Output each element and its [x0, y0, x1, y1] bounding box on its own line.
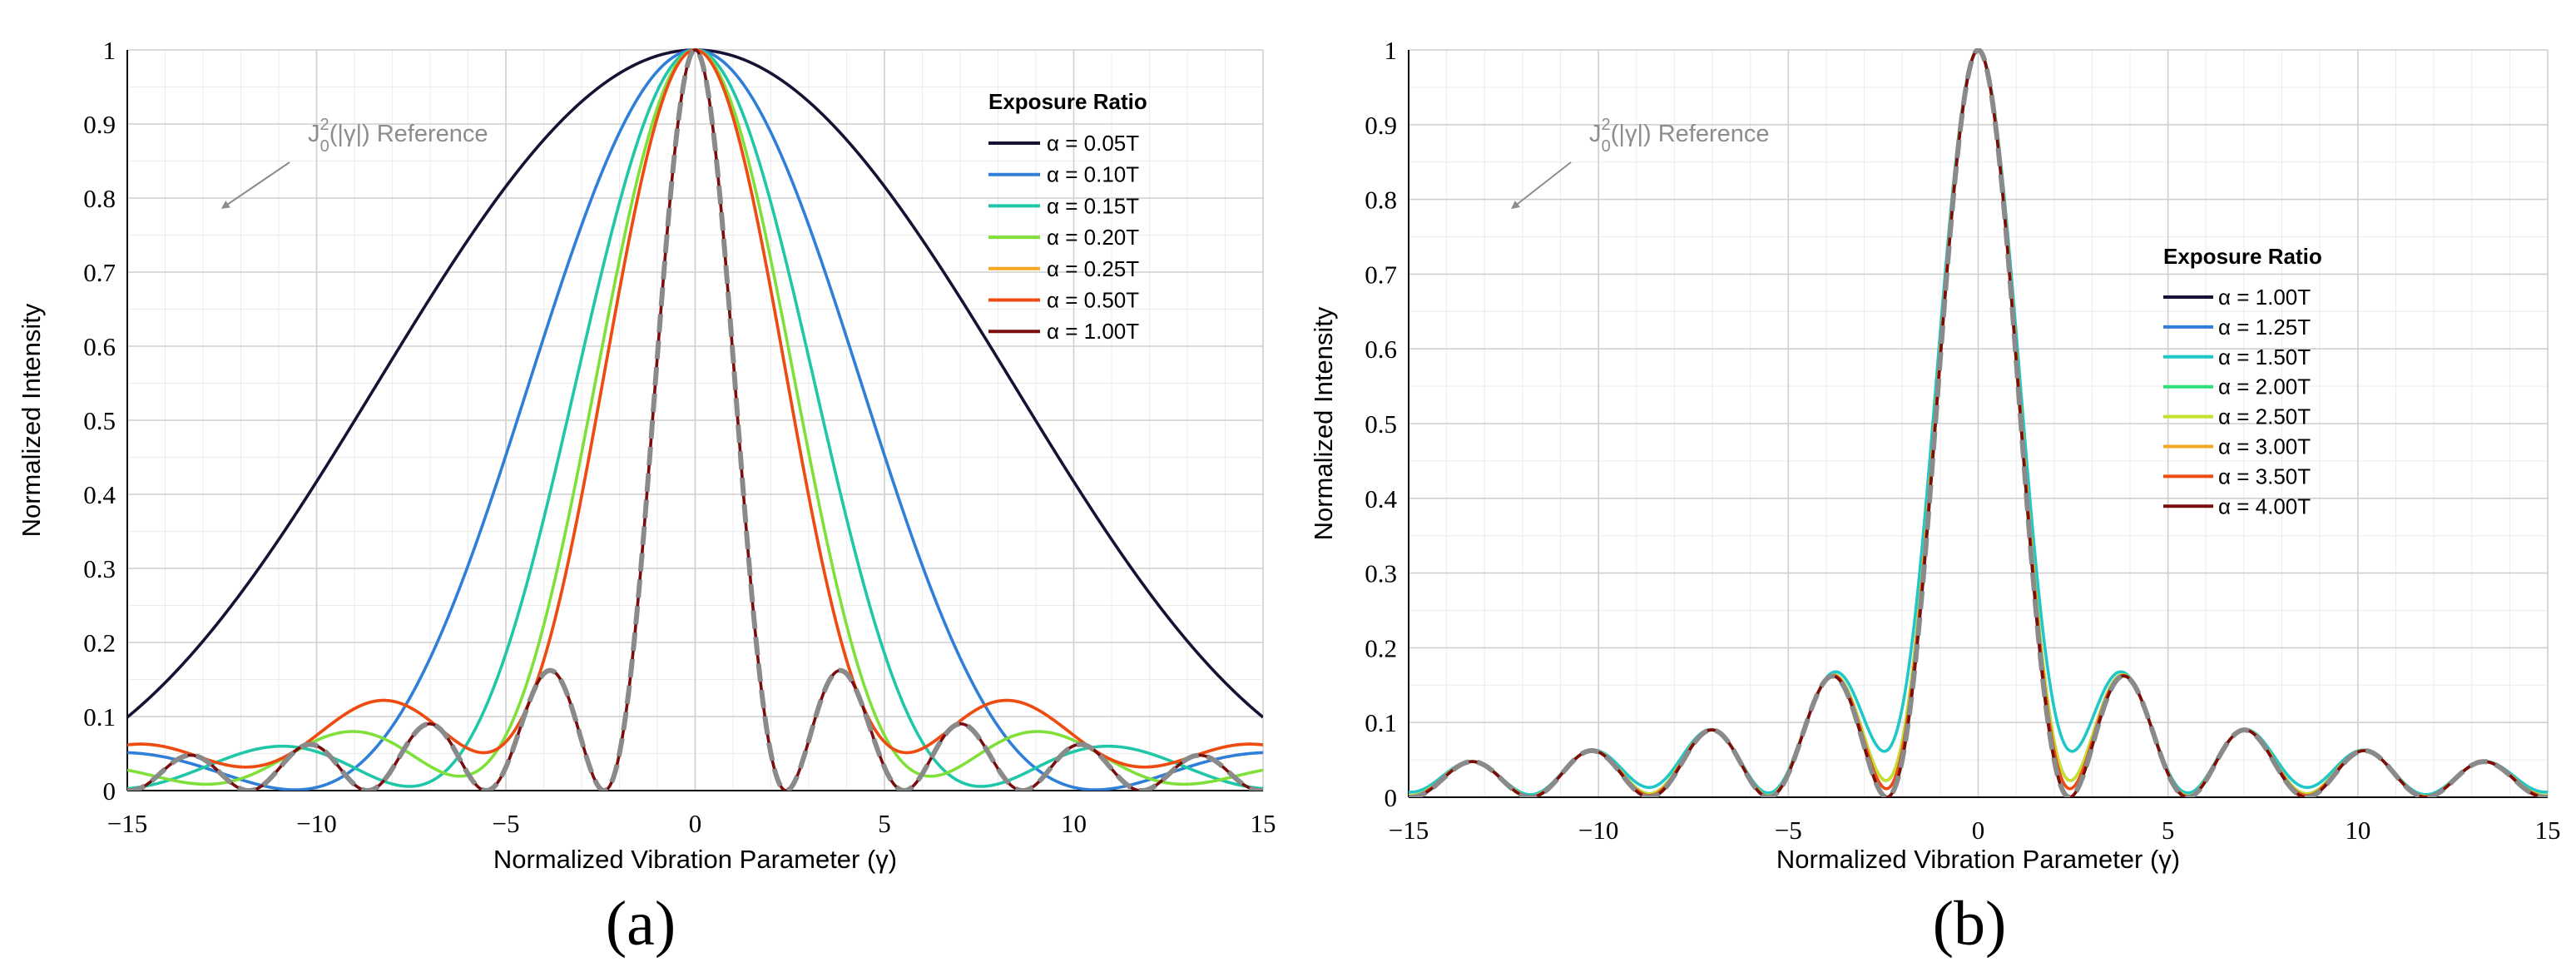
chart-panel-b: −15 −10 −5 0 5 10 1500.10.20.30.40.50.60.70.80… — [1309, 36, 2561, 959]
y-tick-label: 0.3 — [83, 554, 116, 583]
x-tick-label: 5 — [878, 809, 891, 838]
y-tick-label: 0.3 — [1365, 559, 1397, 588]
y-tick-label: 1 — [103, 36, 116, 65]
y-tick-label: 0.6 — [83, 332, 116, 361]
y-tick-label: 0.6 — [1365, 335, 1397, 364]
annotation-arrow — [220, 161, 290, 209]
x-tick-label: −5 — [1775, 816, 1802, 845]
legend-label: α = 0.15T — [1047, 193, 1139, 218]
legend-title: Exposure Ratio — [988, 89, 1147, 114]
y-tick-label: 0.7 — [1365, 260, 1397, 289]
y-tick-label: 0.4 — [83, 480, 116, 509]
y-tick-label: 0.9 — [1365, 111, 1397, 140]
x-axis-title: Normalized Vibration Parameter (γ) — [1776, 845, 2180, 874]
legend-label: α = 0.25T — [1047, 256, 1139, 281]
y-tick-label: 0.2 — [83, 628, 116, 657]
legend-label: α = 1.00T — [1047, 319, 1139, 344]
x-tick-label: −15 — [107, 809, 147, 838]
series-lines — [127, 48, 1263, 791]
x-tick-label: 0 — [689, 809, 702, 838]
y-tick-label: 0.5 — [1365, 409, 1397, 439]
panel-label: (b) — [1933, 889, 2007, 959]
series-lines — [1409, 48, 2548, 797]
legend-label: α = 0.50T — [1047, 288, 1139, 313]
legend-label: α = 1.50T — [2218, 345, 2311, 369]
legend-label: α = 2.00T — [2218, 374, 2311, 399]
x-tick-label: −10 — [1578, 816, 1618, 845]
legend: Exposure Ratio α = 0.05T α = 0.10T α = 0.15… — [988, 89, 1147, 344]
grid — [1408, 49, 2549, 798]
x-tick-label: 10 — [1061, 809, 1087, 838]
x-tick-label: 0 — [1972, 816, 1985, 845]
x-tick-label: −5 — [493, 809, 520, 838]
chart-panel-a: −15 −10 −5 0 5 10 1500.10.20.30.40.50.60.70.80… — [17, 36, 1276, 959]
annotation-arrow — [1511, 161, 1572, 210]
y-tick-label: 0.5 — [83, 406, 116, 435]
legend: Exposure Ratio α = 1.00T α = 1.25T α = 1.50… — [2163, 244, 2322, 518]
reference-line-j0-squared — [127, 48, 1263, 791]
legend-label: α = 1.25T — [2218, 315, 2311, 340]
y-tick-label: 0.8 — [83, 184, 116, 213]
reference-line-j0-squared — [1409, 48, 2548, 797]
x-axis-title: Normalized Vibration Parameter (γ) — [493, 845, 897, 874]
legend-label: α = 0.20T — [1047, 225, 1139, 250]
reference-annotation: J2 0(|γ|) Reference — [308, 116, 488, 156]
y-tick-label: 0.9 — [83, 110, 116, 139]
grid — [126, 49, 1264, 791]
legend-label: α = 3.00T — [2218, 434, 2311, 459]
panel-label: (a) — [606, 889, 676, 959]
annotation-symbol: J — [308, 121, 320, 147]
legend-label: α = 0.10T — [1047, 162, 1139, 187]
reference-annotation: J2 0(|γ|) Reference — [1589, 116, 1770, 156]
y-tick-label: 0.1 — [83, 702, 116, 732]
y-tick-label: 0.1 — [1365, 708, 1397, 737]
y-tick-label: 1 — [1385, 36, 1398, 65]
y-tick-label: 0.2 — [1365, 633, 1397, 662]
y-axis-title: Normalized Intensity — [1309, 306, 1338, 540]
x-tick-label: 10 — [2345, 816, 2370, 845]
x-tick-label: 15 — [2535, 816, 2561, 845]
annotation-superscript: 2 — [1602, 116, 1611, 134]
y-tick-label: 0 — [103, 776, 116, 806]
annotation-subscript: 0 — [1602, 137, 1611, 156]
annotation-text: (|γ|) Reference — [329, 121, 488, 147]
legend-label: α = 1.00T — [2218, 285, 2311, 310]
legend-title: Exposure Ratio — [2163, 244, 2322, 269]
legend-label: α = 3.50T — [2218, 464, 2311, 488]
y-tick-label: 0.4 — [1365, 484, 1397, 513]
annotation-superscript: 2 — [320, 116, 329, 134]
x-tick-label: −15 — [1389, 816, 1429, 845]
annotation-symbol: J — [1589, 121, 1602, 147]
legend-label: α = 0.05T — [1047, 131, 1139, 156]
y-axis-title: Normalized Intensity — [17, 303, 46, 537]
x-tick-label: −10 — [296, 809, 336, 838]
y-tick-label: 0.8 — [1365, 186, 1397, 215]
y-tick-label: 0.7 — [83, 258, 116, 287]
y-tick-label: 0 — [1385, 783, 1398, 812]
x-tick-label: 5 — [2162, 816, 2175, 845]
annotation-text: (|γ|) Reference — [1611, 121, 1770, 147]
legend-label: α = 4.00T — [2218, 493, 2311, 518]
annotation-subscript: 0 — [320, 137, 329, 156]
legend-label: α = 2.50T — [2218, 404, 2311, 429]
x-tick-label: 15 — [1251, 809, 1276, 838]
